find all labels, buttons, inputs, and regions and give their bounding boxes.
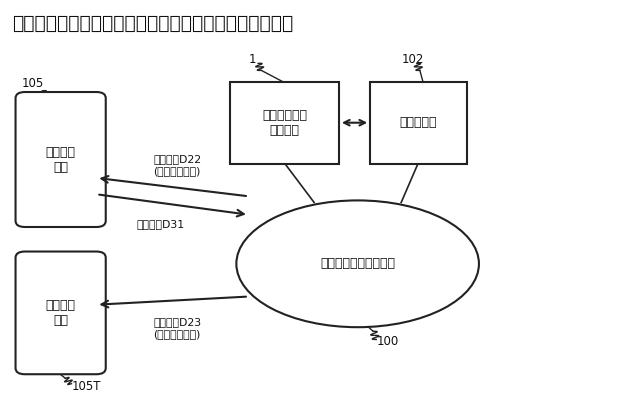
FancyBboxPatch shape <box>16 92 106 227</box>
Text: 100: 100 <box>376 335 399 348</box>
Text: 105: 105 <box>22 77 44 90</box>
FancyBboxPatch shape <box>230 82 339 164</box>
Text: 主制御機器: 主制御機器 <box>399 116 437 129</box>
Text: 外部端末装置と設備機器との間で送受される情報の流れ: 外部端末装置と設備機器との間で送受される情報の流れ <box>12 14 294 33</box>
Ellipse shape <box>236 200 479 327</box>
Text: 確認情報D31: 確認情報D31 <box>137 219 185 229</box>
Text: 外部端末
装置: 外部端末 装置 <box>45 146 76 173</box>
Text: 102: 102 <box>401 53 424 66</box>
Text: 1: 1 <box>249 53 256 66</box>
Text: 通知情報D23
(障害発生通知): 通知情報D23 (障害発生通知) <box>153 317 202 339</box>
Text: 外部端末
装置: 外部端末 装置 <box>45 299 76 327</box>
FancyBboxPatch shape <box>370 82 466 164</box>
FancyBboxPatch shape <box>16 252 106 374</box>
Text: 浴室暖房換気
乾燥装置: 浴室暖房換気 乾燥装置 <box>262 109 307 137</box>
Text: 通知情報D22
(応答要求通知): 通知情報D22 (応答要求通知) <box>153 154 202 176</box>
Text: 設備機器管理システム: 設備機器管理システム <box>320 257 395 270</box>
Text: 105T: 105T <box>72 380 101 393</box>
